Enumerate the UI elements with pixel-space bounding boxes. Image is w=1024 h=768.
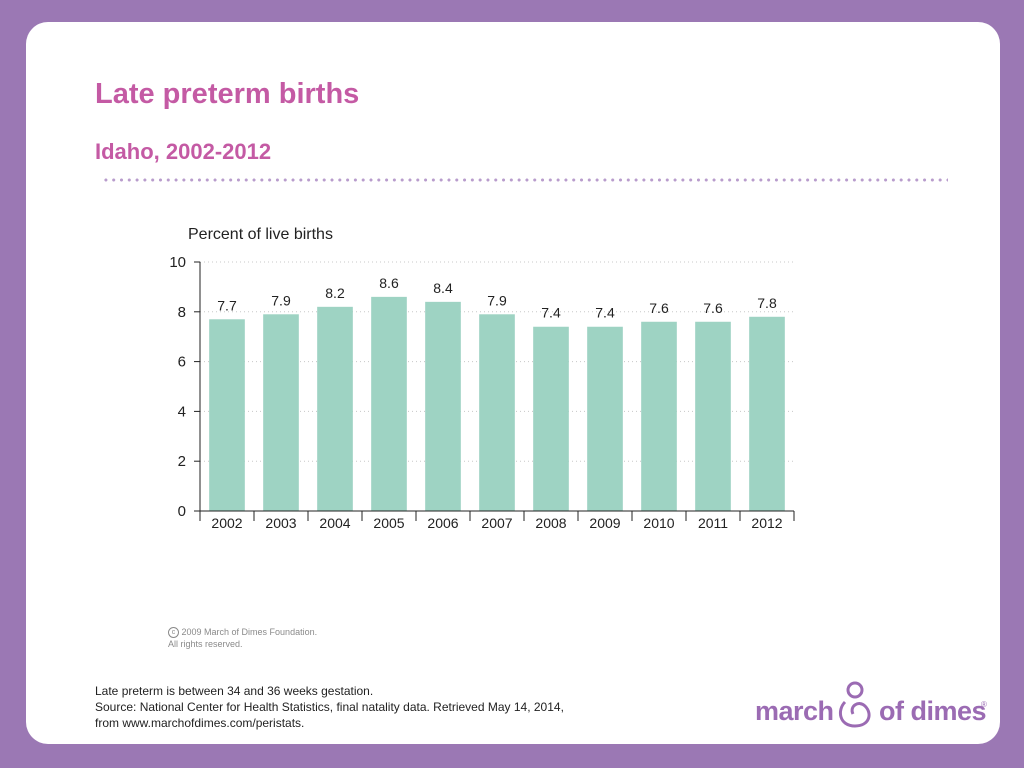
bar xyxy=(533,326,569,511)
bar xyxy=(209,319,245,511)
x-tick-label: 2008 xyxy=(535,515,566,531)
mother-child-icon xyxy=(838,681,871,728)
bar-chart: Percent of live births 7.7 7.9 8.2 8.6 8.4 7.… xyxy=(169,226,795,531)
bar xyxy=(371,296,407,511)
x-tick-label: 2009 xyxy=(589,515,620,531)
y-tick-label: 8 xyxy=(178,304,186,321)
x-tick-label: 2011 xyxy=(698,515,728,531)
y-tick-label: 10 xyxy=(169,254,186,271)
data-label: 7.8 xyxy=(757,295,777,311)
data-label: 7.9 xyxy=(487,292,507,308)
logo-word-march: march xyxy=(755,696,834,726)
dotted-divider xyxy=(102,178,948,182)
march-of-dimes-logo: march of dimes ® xyxy=(755,680,990,730)
copyright-line1: 2009 March of Dimes Foundation. xyxy=(181,627,318,637)
data-label: 8.2 xyxy=(325,285,345,301)
data-label: 7.6 xyxy=(649,300,669,316)
copyright-notice: c 2009 March of Dimes Foundation. All ri… xyxy=(168,626,317,650)
footnote: Late preterm is between 34 and 36 weeks … xyxy=(95,683,564,731)
bar xyxy=(695,321,731,511)
data-label: 7.4 xyxy=(595,305,615,321)
y-tick-label: 2 xyxy=(178,453,186,470)
x-tick-label: 2006 xyxy=(427,515,458,531)
footnote-line1: Late preterm is between 34 and 36 weeks … xyxy=(95,684,374,698)
data-label: 7.6 xyxy=(703,300,723,316)
x-tick-label: 2004 xyxy=(319,515,350,531)
copyright-icon: c xyxy=(168,627,179,639)
y-tick-label: 6 xyxy=(178,354,186,371)
bar xyxy=(641,321,677,511)
x-tick-label: 2003 xyxy=(265,515,296,531)
y-tick-label: 4 xyxy=(178,403,186,420)
x-tick-label: 2010 xyxy=(643,515,674,531)
logo-word-of-dimes: of dimes xyxy=(879,696,987,726)
bar xyxy=(587,326,623,511)
bar xyxy=(425,301,461,511)
bar xyxy=(317,306,353,511)
footnote-line2: Source: National Center for Health Stati… xyxy=(95,700,564,714)
data-label: 8.4 xyxy=(433,280,453,296)
data-label: 8.6 xyxy=(379,275,399,291)
bar xyxy=(749,316,785,511)
x-tick-label: 2005 xyxy=(373,515,404,531)
data-label: 7.7 xyxy=(217,297,237,313)
copyright-line2: All rights reserved. xyxy=(168,639,243,650)
x-tick-label: 2012 xyxy=(751,515,782,531)
footnote-line3: from www.marchofdimes.com/peristats. xyxy=(95,716,305,730)
data-label: 7.4 xyxy=(541,305,561,321)
registered-mark: ® xyxy=(981,700,987,709)
x-tick-label: 2002 xyxy=(211,515,242,531)
y-tick-label: 0 xyxy=(178,503,186,520)
y-axis-label: Percent of live births xyxy=(188,226,333,243)
bar xyxy=(263,314,299,511)
data-label: 7.9 xyxy=(271,292,291,308)
page-subtitle: Idaho, 2002-2012 xyxy=(95,139,272,164)
page-title: Late preterm births xyxy=(95,78,360,110)
bar xyxy=(479,314,515,511)
x-tick-label: 2007 xyxy=(481,515,512,531)
